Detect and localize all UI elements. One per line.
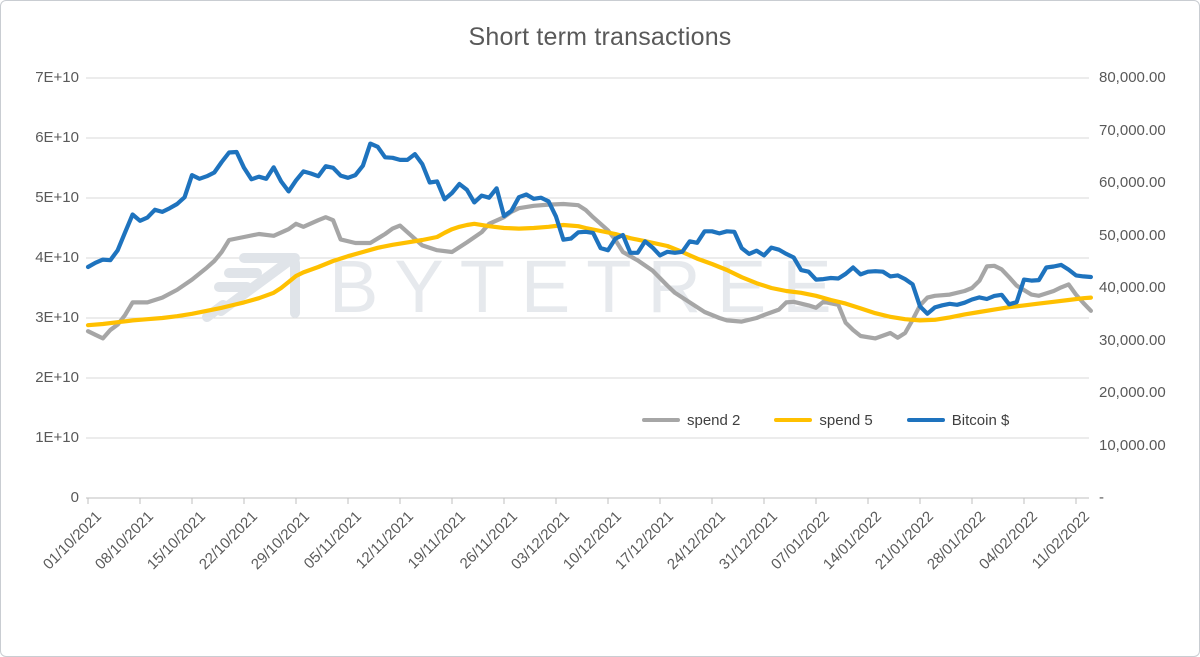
right-axis-tick-label: 40,000.00 <box>1099 279 1166 296</box>
spend-5-line-swatch-icon <box>774 417 813 423</box>
left-axis-tick-label: 4E+10 <box>35 249 79 266</box>
legend-label: Bitcoin $ <box>951 411 1010 429</box>
left-axis-tick-label: 6E+10 <box>35 129 79 146</box>
legend-item-spend-5: spend 5 <box>774 411 873 429</box>
left-axis-tick-label: 2E+10 <box>35 369 79 386</box>
right-axis-tick-label: 60,000.00 <box>1099 174 1166 191</box>
left-axis-tick-label: 1E+10 <box>35 429 79 446</box>
series-line-bitcoin- <box>85 141 1094 316</box>
right-axis-tick-label: 70,000.00 <box>1099 121 1166 139</box>
spend-2-line-swatch-icon <box>642 417 680 423</box>
legend-item-spend-2: spend 2 <box>642 412 740 429</box>
legend-label: spend 2 <box>687 411 741 429</box>
right-axis-tick-label: 50,000.00 <box>1099 226 1166 244</box>
left-axis-tick-label: 7E+10 <box>35 69 79 86</box>
legend: spend 2 spend 5 Bitcoin $ <box>642 410 1009 430</box>
chart-title: Short term transactions <box>468 23 732 51</box>
legend-label: spend 5 <box>819 411 873 429</box>
series-line-spend-5 <box>85 221 1094 328</box>
legend-item-bitcoin: Bitcoin $ <box>906 411 1010 429</box>
left-axis-tick-label: 3E+10 <box>35 309 79 326</box>
right-axis-tick-label: 30,000.00 <box>1099 331 1166 349</box>
right-axis-tick-label: 80,000.00 <box>1099 69 1166 86</box>
right-axis-tick-label: 10,000.00 <box>1099 436 1166 454</box>
left-axis-tick-label: 5E+10 <box>35 189 79 206</box>
left-axis-tick-label: 0 <box>70 489 79 506</box>
bitcoin-line-swatch-icon <box>906 417 945 423</box>
right-axis-tick-label: - <box>1099 489 1104 506</box>
right-axis-tick-label: 20,000.00 <box>1099 384 1166 401</box>
